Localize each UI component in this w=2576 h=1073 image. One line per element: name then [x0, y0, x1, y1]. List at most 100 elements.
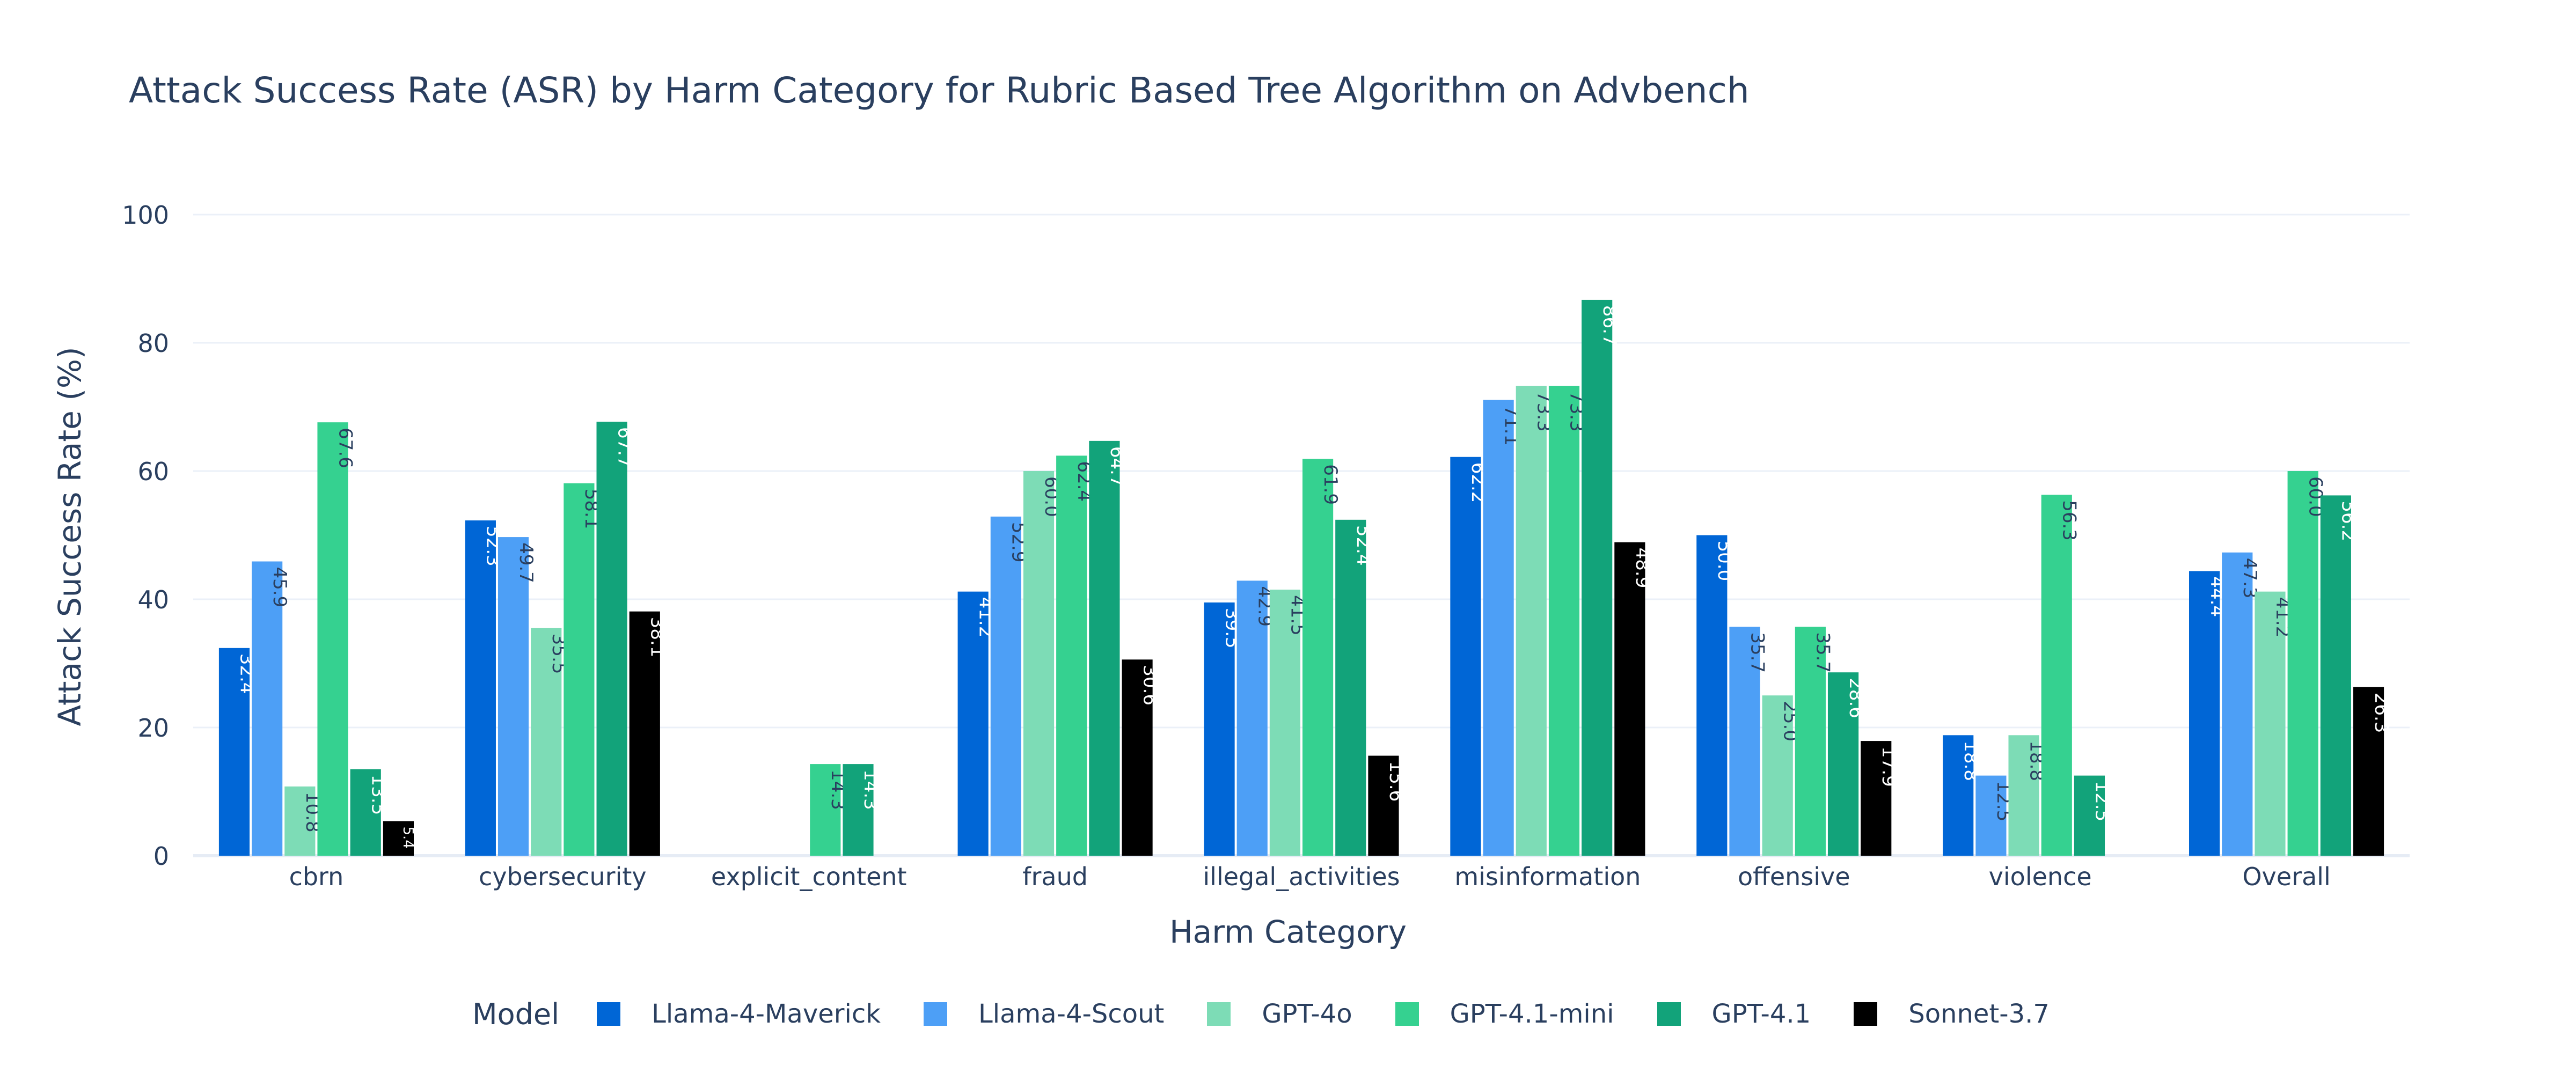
- bar: [1269, 590, 1300, 856]
- bar: [284, 786, 316, 856]
- gridlines: [193, 214, 2410, 857]
- legend-label: Llama-4-Maverick: [652, 999, 881, 1029]
- bar: [2041, 495, 2072, 856]
- bar: [1023, 471, 1055, 856]
- bar: [1335, 519, 1366, 856]
- legend-item[interactable]: GPT-4o: [1207, 999, 1352, 1029]
- legend-label: Sonnet-3.7: [1908, 999, 2050, 1029]
- bar: [1548, 386, 1580, 856]
- bar: [843, 764, 874, 856]
- legend-item[interactable]: Llama-4-Maverick: [597, 999, 881, 1029]
- x-tick-label: fraud: [1022, 862, 1088, 891]
- x-tick-label: cbrn: [289, 862, 344, 891]
- bar: [1582, 299, 1613, 856]
- bar: [1861, 741, 1892, 856]
- bar-value-label: 86.7: [1599, 305, 1620, 346]
- bar-value-label: 56.2: [2338, 501, 2359, 541]
- bar: [1302, 459, 1334, 856]
- bar: [2255, 591, 2286, 856]
- bar-value-label: 18.8: [1960, 740, 1981, 781]
- bar-value-label: 67.6: [334, 428, 356, 468]
- bar-value-label: 64.7: [1106, 446, 1128, 487]
- bar: [317, 422, 348, 856]
- legend-label: GPT-4o: [1262, 999, 1352, 1029]
- bar-value-label: 14.3: [860, 769, 881, 810]
- bar: [1089, 440, 1120, 856]
- bar-value-label: 52.4: [1352, 525, 1374, 566]
- bar-value-label: 35.7: [1812, 632, 1834, 673]
- bar: [1122, 659, 1153, 856]
- bar: [1368, 755, 1399, 856]
- y-tick-label: 60: [137, 457, 169, 486]
- bar: [465, 520, 496, 856]
- bar: [2189, 571, 2220, 856]
- bar: [1762, 695, 1793, 856]
- legend: Model Llama-4-Maverick Llama-4-Scout GPT-4…: [472, 995, 2092, 1033]
- axes: 0 20 40 60 80 100 cbrn cybersecurity explicit_co…: [122, 201, 2331, 891]
- bar-value-label: 5.4: [400, 826, 416, 848]
- bar: [2287, 471, 2318, 856]
- bar-value-label: 12.5: [2091, 781, 2113, 822]
- bar: [957, 591, 989, 856]
- bar-value-label: 56.3: [2058, 500, 2080, 541]
- bar: [531, 628, 562, 856]
- y-axis-title: Attack Success Rate (%): [52, 347, 88, 726]
- bar: [2222, 552, 2253, 856]
- bar-value-label: 13.5: [367, 775, 389, 815]
- bar: [350, 769, 381, 856]
- x-tick-label: explicit_content: [711, 862, 907, 891]
- bar-value-label: 30.6: [1139, 665, 1160, 705]
- bar: [2353, 687, 2384, 856]
- legend-label: GPT-4.1: [1711, 999, 1811, 1029]
- bar-value-label: 50.0: [1714, 541, 1735, 582]
- legend-item[interactable]: GPT-4.1-mini: [1395, 999, 1614, 1029]
- x-tick-label: cybersecurity: [479, 862, 647, 891]
- bar: [252, 561, 283, 856]
- y-tick-label: 40: [137, 585, 169, 614]
- bar-value-label: 61.9: [1320, 464, 1341, 505]
- bar: [990, 516, 1021, 856]
- bar-value-label: 15.6: [1385, 761, 1407, 802]
- bar: [1056, 455, 1087, 856]
- bar: [1943, 735, 1974, 856]
- legend-swatch: [1657, 1002, 1681, 1026]
- x-tick-label: violence: [1989, 862, 2092, 891]
- bar: [1975, 775, 2007, 856]
- legend-label: GPT-4.1-mini: [1450, 999, 1614, 1029]
- bar-value-label: 26.3: [2370, 693, 2392, 733]
- bar: [1827, 672, 1859, 856]
- bar: [629, 611, 660, 856]
- legend-swatch: [597, 1002, 621, 1026]
- bar: [1516, 386, 1547, 856]
- x-axis-title: Harm Category: [1169, 914, 1407, 950]
- bar-value-label: 45.9: [269, 567, 290, 607]
- y-tick-label: 100: [122, 201, 169, 230]
- legend-swatch: [924, 1002, 948, 1026]
- legend-swatch: [1395, 1002, 1419, 1026]
- x-tick-label: illegal_activities: [1203, 862, 1400, 891]
- bar-value-label: 49.7: [515, 542, 537, 583]
- x-tick-label: misinformation: [1454, 862, 1641, 891]
- legend-swatch: [1207, 1002, 1231, 1026]
- bar: [218, 648, 250, 856]
- bar: [2320, 495, 2351, 856]
- legend-item[interactable]: GPT-4.1: [1657, 999, 1811, 1029]
- bar: [810, 764, 841, 856]
- x-tick-label: offensive: [1738, 862, 1850, 891]
- y-tick-label: 0: [153, 842, 169, 871]
- bar: [1483, 400, 1514, 856]
- bar-value-label: 17.9: [1878, 746, 1899, 787]
- legend-label: Llama-4-Scout: [978, 999, 1165, 1029]
- bar-value-label: 35.7: [1746, 632, 1768, 673]
- bar: [1236, 580, 1268, 856]
- bar: [383, 821, 414, 856]
- legend-item[interactable]: Sonnet-3.7: [1854, 999, 2050, 1029]
- bar: [2074, 775, 2105, 856]
- bar: [1450, 457, 1481, 856]
- bar: [564, 483, 595, 856]
- bar: [1696, 535, 1728, 856]
- bars: 32.445.910.867.613.55.452.3 49.735.558.16…: [218, 299, 2392, 856]
- legend-item[interactable]: Llama-4-Scout: [924, 999, 1164, 1029]
- bar-value-label: 67.7: [613, 427, 635, 468]
